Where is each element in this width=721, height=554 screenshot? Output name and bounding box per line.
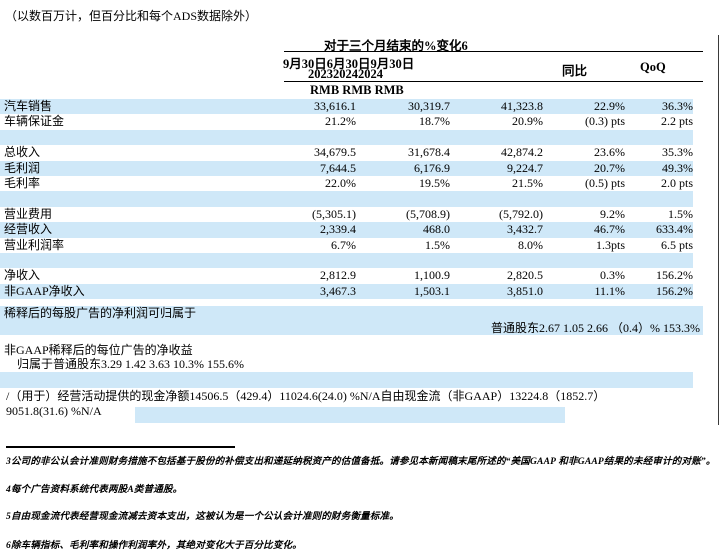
row-value-c4: 22.9%: [594, 99, 625, 113]
row-value-c3: 3,432.7: [507, 222, 543, 237]
table-row: 净收入 2,812.9 1,100.9 2,820.5 0.3% 156.2%: [0, 268, 693, 283]
row-label: 车辆保证金: [4, 114, 65, 129]
free-cash-flow-line: 9051.8(31.6) %N/A: [6, 404, 102, 418]
period-years: 202320242024: [308, 67, 383, 81]
row-value-c2: 31,678.4: [408, 145, 450, 160]
row-label: 毛利润: [4, 160, 41, 175]
row-value-c5: 633.4%: [656, 222, 693, 237]
financial-table-body: 汽车销售 33,616.1 30,319.7 41,323.8 22.9% 36.3% 车辆…: [0, 99, 693, 300]
period-dates: 9月30日6月30日9月30日: [283, 57, 415, 71]
table-row: 汽车销售 33,616.1 30,319.7 41,323.8 22.9% 36.3%: [0, 99, 693, 115]
table-row: 营业利润率 6.7% 1.5% 8.0% 1.3pts 6.5 pts: [0, 238, 693, 253]
row-value-c4: (0.5) pts: [585, 175, 625, 190]
header-rule-top: [284, 51, 703, 52]
diluted-eps-values: 普通股东2.67 1.05 2.66 （0.4）% 153.3%: [491, 321, 700, 335]
row-value-c5: 156.2%: [656, 268, 693, 283]
table-row: 总收入 34,679.5 31,678.4 42,874.2 23.6% 35.3%: [0, 145, 693, 160]
row-value-c4: 1.3pts: [595, 237, 625, 252]
row-value-c5: 35.3%: [662, 145, 693, 160]
row-value-c2: 18.7%: [419, 114, 450, 129]
row-value-c4: (0.3) pts: [585, 114, 625, 129]
row-value-c4: 9.2%: [600, 206, 625, 221]
row-value-c1: 33,616.1: [314, 99, 356, 113]
row-value-c1: 34,679.5: [314, 145, 356, 160]
row-value-c5: 6.5 pts: [660, 237, 693, 252]
row-value-c4: 11.1%: [594, 283, 625, 298]
row-value-c1: 3,467.3: [320, 283, 356, 298]
row-value-c2: 468.0: [423, 222, 450, 237]
row-value-c1: 6.7%: [331, 237, 356, 252]
row-value-c5: 156.2%: [656, 283, 693, 298]
row-label: 汽车销售: [4, 99, 53, 113]
row-value-c4: 23.6%: [594, 145, 625, 160]
row-value-c3: 42,874.2: [501, 145, 543, 160]
row-value-c2: 30,319.7: [408, 99, 450, 113]
row-value-c5: 2.0 pts: [660, 175, 693, 190]
row-label: 营业利润率: [4, 237, 65, 252]
row-value-c1: 21.2%: [325, 114, 356, 129]
row-value-c3: 2,820.5: [507, 268, 543, 283]
row-value-c4: 0.3%: [600, 268, 625, 283]
row-value-c5: 49.3%: [662, 160, 693, 175]
table-spacer-row: [0, 252, 693, 269]
table-spacer-row: [0, 191, 693, 207]
row-value-c2: (5,708.9): [406, 206, 450, 221]
row-value-c1: (5,305.1): [312, 206, 356, 221]
diluted-eps-label: 稀释后的每股广告的净利润可归属于: [4, 306, 197, 320]
table-right-border: [718, 35, 719, 425]
row-value-c3: 8.0%: [518, 237, 543, 252]
row-value-c3: 21.5%: [512, 175, 543, 190]
footnote: 5自由现金流代表经营现金流减去资本支出，这被认为是一个公认会计准则的财务衡量标准…: [6, 512, 399, 522]
row-value-c3: 9,224.7: [507, 160, 543, 175]
row-label: 营业费用: [4, 206, 53, 221]
non-gaap-eps-label: 非GAAP稀释后的每位广告的净收益: [4, 343, 193, 357]
yoy-column-header: 同比: [562, 64, 588, 78]
row-value-c1: 2,339.4: [320, 222, 356, 237]
non-gaap-eps-values: 归属于普通股东3.29 1.42 3.63 10.3% 155.6%: [17, 357, 244, 371]
row-value-c1: 2,812.9: [320, 268, 356, 283]
footnote: 4每个广告资料系统代表两股A类普通股。: [6, 485, 183, 495]
row-value-c5: 36.3%: [662, 99, 693, 113]
footnote-divider: [6, 446, 235, 448]
row-value-c3: 20.9%: [512, 114, 543, 129]
row-value-c2: 6,176.9: [414, 160, 450, 175]
footnote: 3公司的非公认会计准则财务措施不包括基于股份的补偿支出和递延纳税资产的估值备抵。…: [6, 457, 716, 467]
table-row: 营业费用 (5,305.1) (5,708.9) (5,792.0) 9.2% 1.5%: [0, 207, 693, 222]
diluted-eps-row: 稀释后的每股广告的净利润可归属于 普通股东2.67 1.05 2.66 （0.4…: [0, 306, 703, 335]
table-span-header: 对于三个月结束的%变化6: [324, 39, 468, 53]
currency-header: RMB RMB RMB: [310, 83, 404, 97]
table-row: 非GAAP净收入 3,467.3 1,503.1 3,851.0 11.1% 156.2%: [0, 283, 693, 300]
highlight-cell: [135, 407, 565, 423]
table-row: 毛利润 7,644.5 6,176.9 9,224.7 20.7% 49.3%: [0, 160, 693, 176]
row-value-c2: 1.5%: [425, 237, 450, 252]
table-spacer-row: [0, 129, 693, 146]
row-value-c4: 46.7%: [594, 222, 625, 237]
row-value-c1: 7,644.5: [320, 160, 356, 175]
row-value-c4: 20.7%: [594, 160, 625, 175]
qoq-column-header: QoQ: [640, 60, 666, 74]
row-label: 经营收入: [4, 222, 53, 237]
units-note: （以数百万计，但百分比和每个ADS数据除外）: [5, 9, 258, 23]
row-value-c5: 1.5%: [668, 206, 693, 221]
row-value-c5: 2.2 pts: [660, 114, 693, 129]
row-value-c3: 41,323.8: [501, 99, 543, 113]
table-row: 车辆保证金 21.2% 18.7% 20.9% (0.3) pts 2.2 pts: [0, 114, 693, 129]
operating-cash-flow-line: /（用于）经营活动提供的现金净额14506.5（429.4）11024.6(24…: [6, 389, 606, 403]
header-rule-bottom: [284, 81, 703, 82]
row-value-c1: 22.0%: [325, 175, 356, 190]
row-value-c2: 19.5%: [419, 175, 450, 190]
table-row: 毛利率 22.0% 19.5% 21.5% (0.5) pts 2.0 pts: [0, 176, 693, 191]
footnote: 6除车辆指标、毛利率和操作利润率外，其绝对变化大于百分比变化。: [6, 541, 302, 551]
row-value-c3: 3,851.0: [507, 283, 543, 298]
row-value-c2: 1,100.9: [414, 268, 450, 283]
row-label: 毛利率: [4, 175, 41, 190]
spacer-row: [0, 372, 693, 388]
row-label: 净收入: [4, 268, 41, 283]
row-value-c3: (5,792.0): [499, 206, 543, 221]
row-label: 总收入: [4, 145, 41, 160]
table-row: 经营收入 2,339.4 468.0 3,432.7 46.7% 633.4%: [0, 222, 693, 238]
row-value-c2: 1,503.1: [414, 283, 450, 298]
row-label: 非GAAP净收入: [4, 283, 85, 298]
